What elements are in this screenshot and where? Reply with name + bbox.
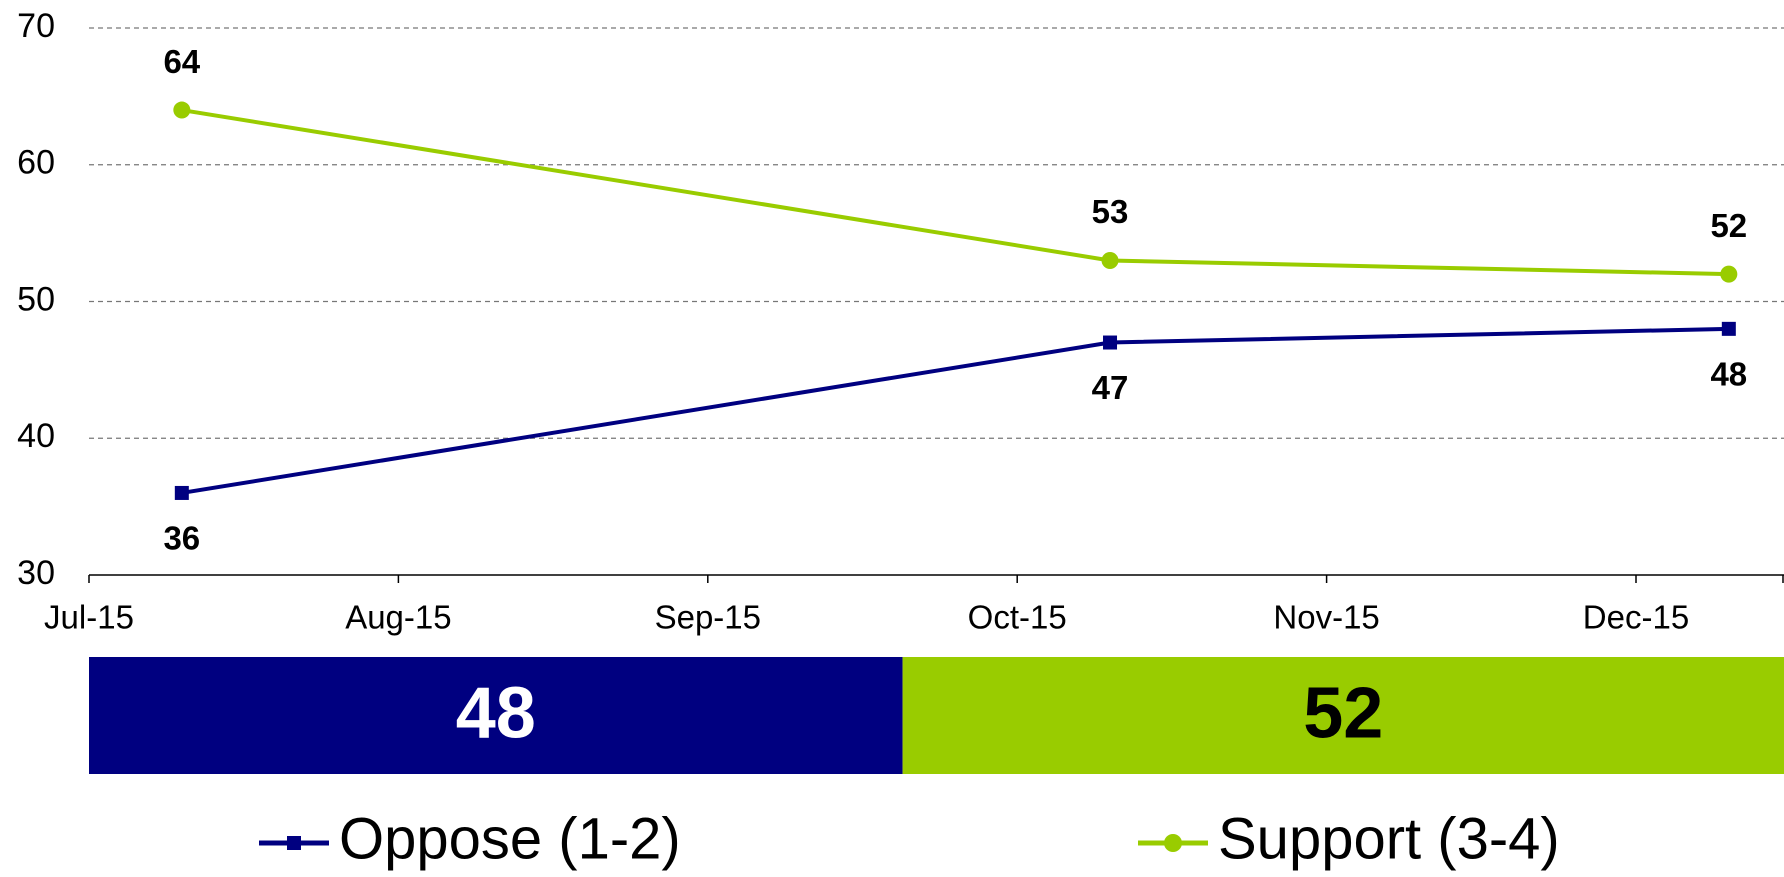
y-tick-label: 30 [17, 554, 55, 592]
x-tick-label: Nov-15 [1273, 599, 1379, 636]
legend-marker [287, 836, 301, 850]
legend-label: Support (3-4) [1218, 806, 1560, 871]
bar-segment [89, 657, 903, 774]
x-tick-label: Aug-15 [345, 599, 451, 636]
x-tick-label: Jul-15 [44, 599, 134, 636]
data-label: 47 [1092, 369, 1129, 406]
data-label: 36 [163, 520, 200, 557]
marker [1101, 251, 1119, 269]
legend-marker [1164, 834, 1182, 852]
x-tick-label: Dec-15 [1583, 599, 1689, 636]
y-tick-label: 50 [17, 280, 55, 318]
data-label: 52 [1710, 207, 1747, 244]
x-tick-label: Oct-15 [968, 599, 1067, 636]
marker [1721, 321, 1736, 336]
y-tick-label: 70 [17, 7, 55, 45]
y-tick-label: 60 [17, 144, 55, 182]
line [181, 326, 1729, 495]
x-tick-label: Sep-15 [655, 599, 761, 636]
bar-label: 52 [1303, 674, 1383, 754]
data-label: 64 [163, 43, 200, 80]
marker [1103, 335, 1118, 350]
marker [1720, 265, 1738, 283]
bar-label: 48 [456, 674, 536, 754]
bar-segment [902, 657, 1784, 774]
line [181, 108, 1729, 277]
legend-label: Oppose (1-2) [339, 806, 681, 871]
data-label: 53 [1092, 193, 1129, 230]
y-tick-label: 40 [17, 417, 55, 455]
marker [173, 101, 191, 119]
data-label: 48 [1710, 356, 1747, 393]
marker [174, 485, 189, 500]
